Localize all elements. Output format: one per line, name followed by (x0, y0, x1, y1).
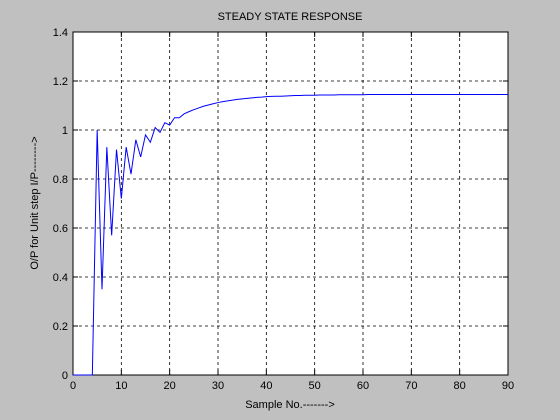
y-tick-label: 1.2 (53, 76, 68, 88)
y-tick-label: 0.8 (53, 174, 68, 186)
y-tick-label: 0.4 (53, 272, 68, 284)
x-tick-label: 30 (212, 380, 224, 392)
chart-title: STEADY STATE RESPONSE (218, 11, 363, 23)
x-tick-label: 40 (260, 380, 272, 392)
y-tick-label: 1 (62, 125, 68, 137)
y-tick-label: 1.4 (53, 27, 68, 39)
x-tick-label: 90 (502, 380, 514, 392)
plot-area (73, 32, 508, 375)
x-tick-label: 10 (115, 380, 127, 392)
x-tick-label: 80 (454, 380, 466, 392)
x-tick-label: 20 (164, 380, 176, 392)
y-tick-label: 0.2 (53, 321, 68, 333)
x-tick-label: 50 (309, 380, 321, 392)
axes-box (72, 31, 509, 376)
data-line (73, 93, 508, 376)
y-tick-label: 0.6 (53, 223, 68, 235)
y-tick-label: 0 (62, 370, 68, 382)
x-tick-label: 60 (357, 380, 369, 392)
x-tick-label: 70 (405, 380, 417, 392)
x-axis-label: Sample No.-------> (245, 399, 335, 411)
x-tick-label: 0 (70, 380, 76, 392)
y-axis-label: O/P for Unit step I/P--------> (29, 136, 41, 269)
